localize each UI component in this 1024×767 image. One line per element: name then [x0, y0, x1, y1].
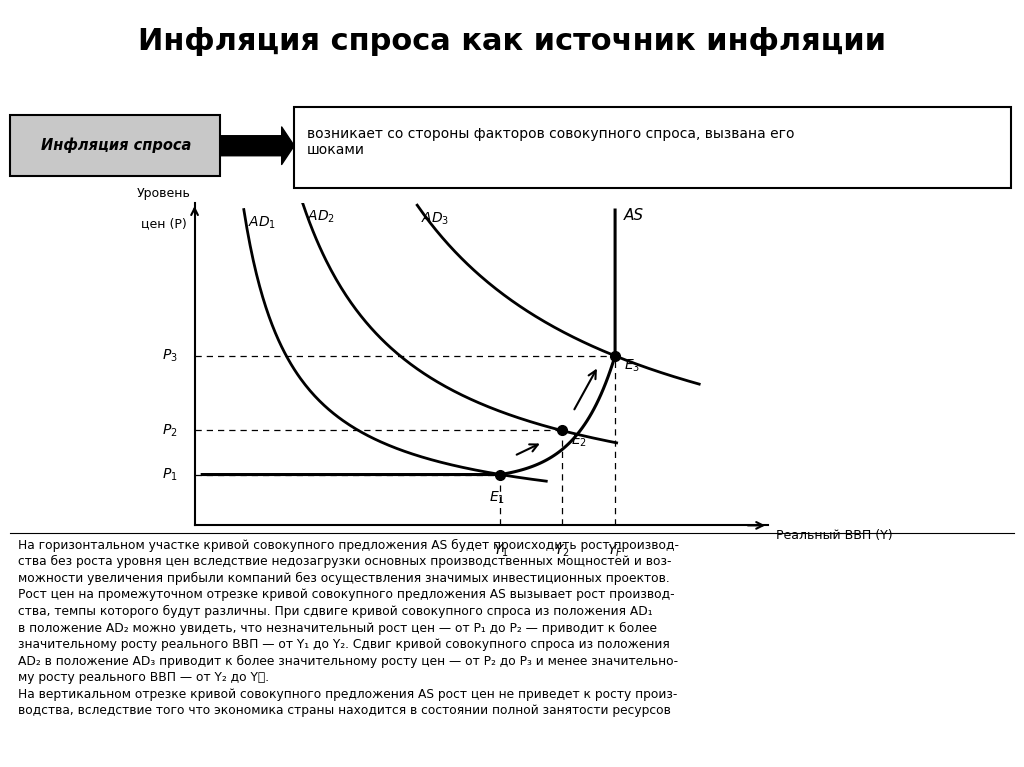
Text: $AD_2$: $AD_2$: [307, 209, 335, 225]
Text: $E_3$: $E_3$: [625, 357, 640, 374]
Text: возникает со стороны факторов совокупного спроса, вызвана его
шоками: возникает со стороны факторов совокупног…: [307, 127, 795, 157]
Text: $AD_3$: $AD_3$: [421, 210, 450, 226]
Text: $Y_1$: $Y_1$: [493, 542, 508, 558]
Text: цен (P): цен (P): [141, 217, 186, 230]
Text: На горизонтальном участке кривой совокупного предложения AS будет происходить ро: На горизонтальном участке кривой совокуп…: [18, 538, 680, 717]
Text: $P_1$: $P_1$: [162, 466, 178, 482]
Text: $Y_2$: $Y_2$: [554, 542, 569, 558]
Text: Инфляция спроса: Инфляция спроса: [41, 138, 190, 153]
Text: $E_1$: $E_1$: [488, 490, 505, 506]
Text: AS: AS: [625, 208, 644, 223]
Text: Реальный ВВП (Y): Реальный ВВП (Y): [775, 529, 892, 542]
Text: Уровень: Уровень: [137, 187, 190, 200]
Text: $P_3$: $P_3$: [162, 347, 178, 364]
Text: $AD_1$: $AD_1$: [248, 215, 275, 231]
Text: $P_2$: $P_2$: [162, 423, 178, 439]
Text: Инфляция спроса как источник инфляции: Инфляция спроса как источник инфляции: [138, 27, 886, 56]
Text: $E_2$: $E_2$: [570, 432, 587, 449]
FancyBboxPatch shape: [294, 107, 1011, 188]
Text: $Y_F$: $Y_F$: [607, 542, 624, 558]
FancyBboxPatch shape: [10, 115, 220, 176]
